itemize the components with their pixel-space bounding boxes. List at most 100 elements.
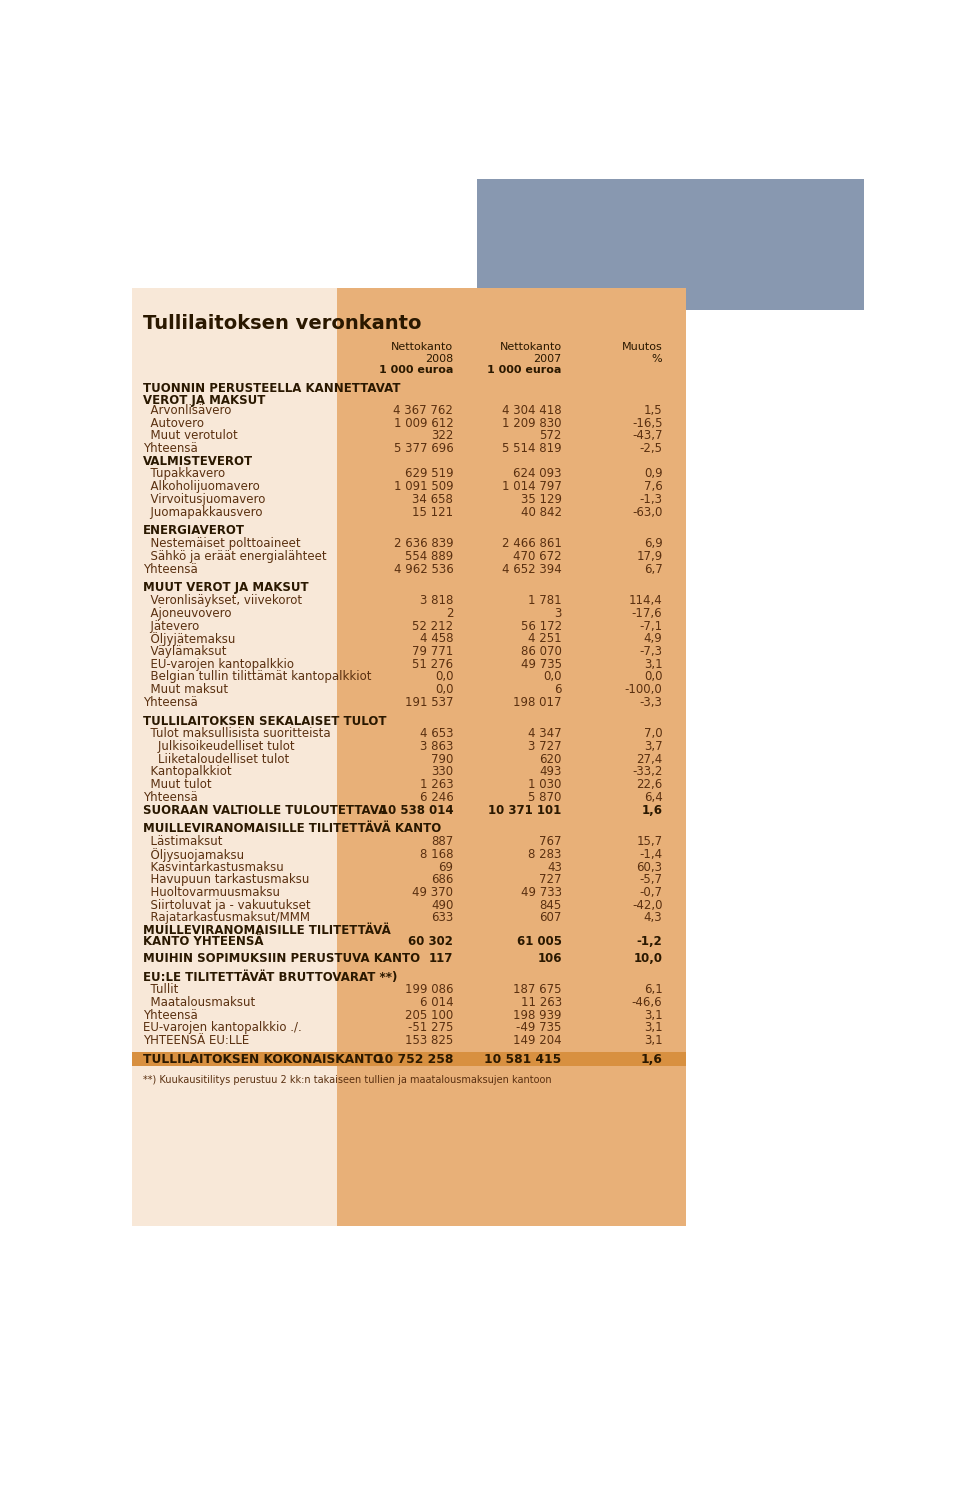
Text: 470 672: 470 672 (514, 551, 562, 562)
Text: 1,5: 1,5 (644, 404, 662, 416)
Text: 1 091 509: 1 091 509 (394, 480, 453, 494)
Text: Sähkö ja eräät energialähteet: Sähkö ja eräät energialähteet (143, 551, 326, 562)
Text: EU:LE TILITETTÄVÄT BRUTTOVARAT **): EU:LE TILITETTÄVÄT BRUTTOVARAT **) (143, 971, 397, 983)
Text: Yhteensä: Yhteensä (143, 562, 198, 576)
Text: 6 014: 6 014 (420, 997, 453, 1009)
Text: -33,2: -33,2 (632, 765, 662, 779)
Text: Öljysuojamaksu: Öljysuojamaksu (143, 847, 245, 862)
Text: -7,1: -7,1 (639, 619, 662, 633)
Text: Muut maksut: Muut maksut (143, 683, 228, 697)
Text: 3,1: 3,1 (644, 1034, 662, 1047)
Text: -43,7: -43,7 (632, 430, 662, 442)
Text: 633: 633 (431, 912, 453, 925)
Text: 322: 322 (431, 430, 453, 442)
Text: Liiketaloudelliset tulot: Liiketaloudelliset tulot (143, 753, 290, 765)
Text: Julkisoikeudelliset tulot: Julkisoikeudelliset tulot (143, 740, 295, 753)
Text: Tullilaitoksen veronkanto: Tullilaitoksen veronkanto (143, 313, 421, 333)
Text: 4 367 762: 4 367 762 (394, 404, 453, 416)
Text: -3,3: -3,3 (639, 695, 662, 709)
Text: 1 030: 1 030 (528, 779, 562, 791)
Text: 51 276: 51 276 (412, 658, 453, 670)
Text: Muut tulot: Muut tulot (143, 779, 212, 791)
Text: 8 283: 8 283 (528, 847, 562, 861)
Text: 0,0: 0,0 (435, 670, 453, 683)
Text: VEROT JA MAKSUT: VEROT JA MAKSUT (143, 394, 266, 406)
Text: -100,0: -100,0 (625, 683, 662, 697)
Text: 6,9: 6,9 (644, 537, 662, 551)
Text: 114,4: 114,4 (629, 594, 662, 607)
Text: Lästimaksut: Lästimaksut (143, 836, 223, 847)
Text: 3,1: 3,1 (644, 658, 662, 670)
Text: 7,0: 7,0 (644, 727, 662, 740)
Bar (337, 288, 685, 1226)
Text: Nettokanto
2008: Nettokanto 2008 (391, 342, 453, 364)
Text: Nettokanto
2007: Nettokanto 2007 (499, 342, 562, 364)
Text: 1 209 830: 1 209 830 (502, 416, 562, 430)
Text: 69: 69 (439, 861, 453, 873)
Text: -16,5: -16,5 (632, 416, 662, 430)
Text: 2 466 861: 2 466 861 (502, 537, 562, 551)
Text: 56 172: 56 172 (520, 619, 562, 633)
Text: 6 246: 6 246 (420, 791, 453, 804)
Text: 17,9: 17,9 (636, 551, 662, 562)
Text: 8 168: 8 168 (420, 847, 453, 861)
Text: MUILLEVIRANOMAISILLE TILITETTÄVÄ: MUILLEVIRANOMAISILLE TILITETTÄVÄ (143, 924, 391, 937)
Text: -51 275: -51 275 (408, 1022, 453, 1034)
Text: 4 251: 4 251 (528, 633, 562, 645)
Text: Yhteensä: Yhteensä (143, 695, 198, 709)
Text: 2: 2 (445, 607, 453, 619)
Bar (132, 288, 685, 1226)
Text: -1,2: -1,2 (636, 935, 662, 949)
Text: 887: 887 (431, 836, 453, 847)
Bar (132, 288, 337, 1226)
Text: 6,1: 6,1 (644, 983, 662, 997)
Text: SUORAAN VALTIOLLE TULOUTETTAVA: SUORAAN VALTIOLLE TULOUTETTAVA (143, 804, 388, 816)
Text: 10 581 415: 10 581 415 (485, 1053, 562, 1067)
Text: Autovero: Autovero (143, 416, 204, 430)
Text: 3 727: 3 727 (528, 740, 562, 753)
Text: Yhteensä: Yhteensä (143, 1009, 198, 1022)
Text: 4 652 394: 4 652 394 (502, 562, 562, 576)
Text: 106: 106 (538, 952, 562, 965)
Text: Nestemäiset polttoaineet: Nestemäiset polttoaineet (143, 537, 300, 551)
Text: Öljyjätemaksu: Öljyjätemaksu (143, 633, 235, 646)
Text: Veronlisäykset, viivekorot: Veronlisäykset, viivekorot (143, 594, 302, 607)
Text: 49 370: 49 370 (412, 886, 453, 900)
Text: Kasvintarkastusmaksu: Kasvintarkastusmaksu (143, 861, 284, 873)
Text: 6: 6 (554, 683, 562, 697)
Text: 6,4: 6,4 (644, 791, 662, 804)
Text: 43: 43 (547, 861, 562, 873)
Text: 187 675: 187 675 (514, 983, 562, 997)
Text: 11 263: 11 263 (520, 997, 562, 1009)
Text: Arvonlisävero: Arvonlisävero (143, 404, 231, 416)
Text: 3,1: 3,1 (644, 1022, 662, 1034)
Text: Tulot maksullisista suoritteista: Tulot maksullisista suoritteista (143, 727, 331, 740)
Text: -42,0: -42,0 (632, 898, 662, 912)
Text: 4 962 536: 4 962 536 (394, 562, 453, 576)
Text: EU-varojen kantopalkkio: EU-varojen kantopalkkio (143, 658, 295, 670)
Text: -5,7: -5,7 (639, 873, 662, 886)
Text: Muutos
%: Muutos % (622, 342, 662, 364)
Text: 15 121: 15 121 (412, 506, 453, 519)
Text: 3,7: 3,7 (644, 740, 662, 753)
Text: -1,4: -1,4 (639, 847, 662, 861)
Text: 7,6: 7,6 (644, 480, 662, 494)
Text: 40 842: 40 842 (520, 506, 562, 519)
Text: 4 347: 4 347 (528, 727, 562, 740)
Text: 61 005: 61 005 (516, 935, 562, 949)
Text: 624 093: 624 093 (514, 467, 562, 480)
Text: 10 752 258: 10 752 258 (376, 1053, 453, 1067)
Text: Yhteensä: Yhteensä (143, 791, 198, 804)
Text: Jätevero: Jätevero (143, 619, 200, 633)
Text: 52 212: 52 212 (412, 619, 453, 633)
Text: 191 537: 191 537 (405, 695, 453, 709)
Text: Alkoholijuomavero: Alkoholijuomavero (143, 480, 260, 494)
Text: -46,6: -46,6 (632, 997, 662, 1009)
Text: 3: 3 (554, 607, 562, 619)
Text: 0,9: 0,9 (644, 467, 662, 480)
Text: 3,1: 3,1 (644, 1009, 662, 1022)
Text: 117: 117 (429, 952, 453, 965)
Text: TUONNIN PERUSTEELLA KANNETTAVAT: TUONNIN PERUSTEELLA KANNETTAVAT (143, 382, 400, 395)
Text: 5 514 819: 5 514 819 (502, 442, 562, 455)
Text: 6,7: 6,7 (644, 562, 662, 576)
